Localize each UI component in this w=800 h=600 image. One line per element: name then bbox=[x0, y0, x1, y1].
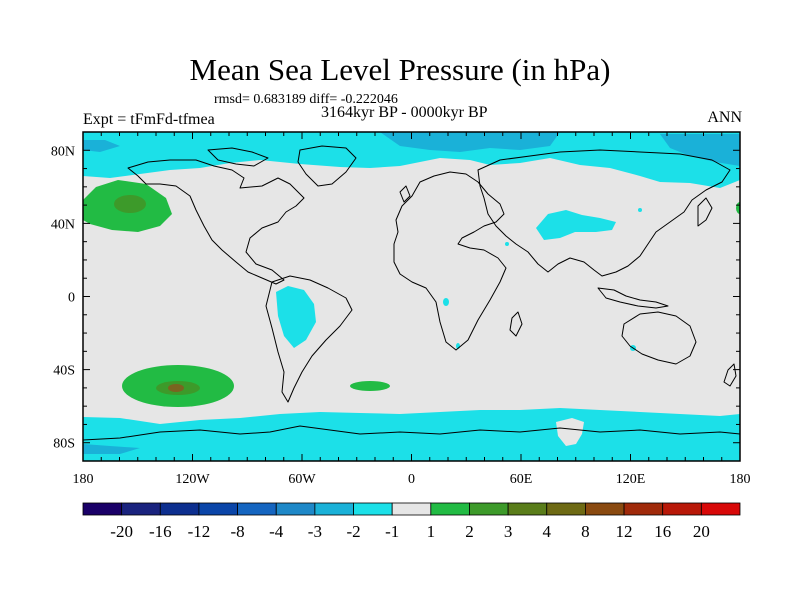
colorbar-label: -4 bbox=[269, 522, 284, 541]
colorbar-label: -2 bbox=[346, 522, 360, 541]
europe-africa-coast bbox=[393, 171, 507, 351]
colorbar-label: 20 bbox=[693, 522, 710, 541]
greenland-coast bbox=[297, 145, 357, 187]
north-america-coast bbox=[127, 159, 305, 285]
colorbar-swatch bbox=[430, 502, 470, 516]
colorbar-swatch bbox=[469, 502, 509, 516]
colorbar-label: -20 bbox=[110, 522, 133, 541]
south-america-coast bbox=[265, 275, 353, 403]
colorbar-label: 8 bbox=[581, 522, 590, 541]
north-pacific-positive-core bbox=[114, 195, 146, 213]
antarctic-neutral-patch bbox=[556, 418, 584, 446]
lat-label: 40S bbox=[53, 364, 75, 379]
colorbar-swatch bbox=[82, 502, 123, 516]
lon-label: 120W bbox=[175, 472, 210, 487]
experiment-label: Expt = tFmFd-tfmea bbox=[83, 111, 215, 128]
antarctic-core-a bbox=[83, 444, 140, 454]
arctic-negative-core-east bbox=[660, 134, 740, 166]
period-label: 3164kyr BP - 0000kyr BP bbox=[321, 104, 488, 121]
lon-label: 180 bbox=[730, 472, 751, 487]
australia-coast bbox=[621, 311, 697, 365]
colorbar-swatch bbox=[391, 502, 432, 516]
axis-layer: 80N 40N 0 40S 80S 180 120W 60W 0 60E 120E 180 bbox=[51, 131, 751, 487]
season-label: ANN bbox=[707, 109, 742, 126]
colorbar-label: 16 bbox=[654, 522, 671, 541]
field-layer bbox=[83, 132, 740, 461]
arctic-negative-core-west bbox=[83, 140, 120, 152]
lat-label: 40N bbox=[51, 217, 75, 232]
lat-label: 80S bbox=[53, 437, 75, 452]
colorbar-label: -1 bbox=[385, 522, 399, 541]
lat-label: 0 bbox=[68, 291, 75, 306]
colorbar-label: 1 bbox=[427, 522, 436, 541]
colorbar-label: -12 bbox=[188, 522, 211, 541]
colorbar-swatch bbox=[623, 502, 664, 516]
arabia-negative-spot bbox=[505, 242, 509, 246]
colorbar-swatch bbox=[121, 502, 161, 516]
colorbar-swatch bbox=[159, 502, 200, 516]
south-pacific-positive-peak bbox=[168, 384, 184, 392]
colorbar-label: 2 bbox=[465, 522, 474, 541]
colorbar-swatch bbox=[237, 502, 277, 516]
colorbar: -20 -16 -12 -8 -4 -3 -2 -1 1 2 3 4 8 12 16 20 bbox=[82, 502, 741, 541]
asia-coast bbox=[477, 149, 731, 277]
indonesia-coast bbox=[597, 287, 669, 309]
asia-negative-region bbox=[536, 210, 616, 240]
colorbar-swatch bbox=[507, 502, 548, 516]
arctic-islands-coast bbox=[207, 147, 269, 167]
colorbar-label: -16 bbox=[149, 522, 172, 541]
arctic-negative-region bbox=[83, 132, 740, 188]
colorbar-swatch bbox=[546, 502, 586, 516]
madagascar-coast bbox=[509, 311, 523, 337]
south-atlantic-positive-region bbox=[350, 381, 390, 391]
lon-label: 60E bbox=[510, 472, 533, 487]
south-america-negative-region bbox=[276, 286, 316, 348]
neutral-field bbox=[83, 132, 740, 461]
colorbar-swatch bbox=[700, 502, 741, 516]
colorbar-label: 12 bbox=[616, 522, 633, 541]
colorbar-swatch bbox=[662, 502, 702, 516]
colorbar-swatch bbox=[314, 502, 354, 516]
lon-label: 0 bbox=[408, 472, 415, 487]
lat-label: 80N bbox=[51, 144, 75, 159]
japan-coast bbox=[697, 197, 713, 227]
uk-coast bbox=[399, 185, 411, 203]
new-zealand-coast bbox=[723, 363, 737, 387]
stats-line: rmsd= 0.683189 diff= -0.222046 bbox=[214, 92, 398, 107]
africa-negative-spot bbox=[443, 298, 449, 306]
colorbar-label: 4 bbox=[543, 522, 552, 541]
lon-label: 60W bbox=[288, 472, 316, 487]
antarctica-coast bbox=[83, 425, 740, 441]
colorbar-swatch bbox=[585, 502, 625, 516]
map-title: Mean Sea Level Pressure (in hPa) bbox=[189, 52, 611, 87]
colorbar-label: -8 bbox=[231, 522, 245, 541]
lon-label: 180 bbox=[73, 472, 94, 487]
colorbar-swatch bbox=[275, 502, 316, 516]
arctic-negative-core bbox=[380, 132, 560, 152]
colorbar-label: 3 bbox=[504, 522, 513, 541]
lon-label: 120E bbox=[616, 472, 646, 487]
colorbar-label: -3 bbox=[308, 522, 322, 541]
china-negative-spot bbox=[638, 208, 642, 212]
colorbar-swatch bbox=[198, 502, 238, 516]
colorbar-swatch bbox=[353, 502, 393, 516]
coastlines bbox=[83, 145, 740, 441]
